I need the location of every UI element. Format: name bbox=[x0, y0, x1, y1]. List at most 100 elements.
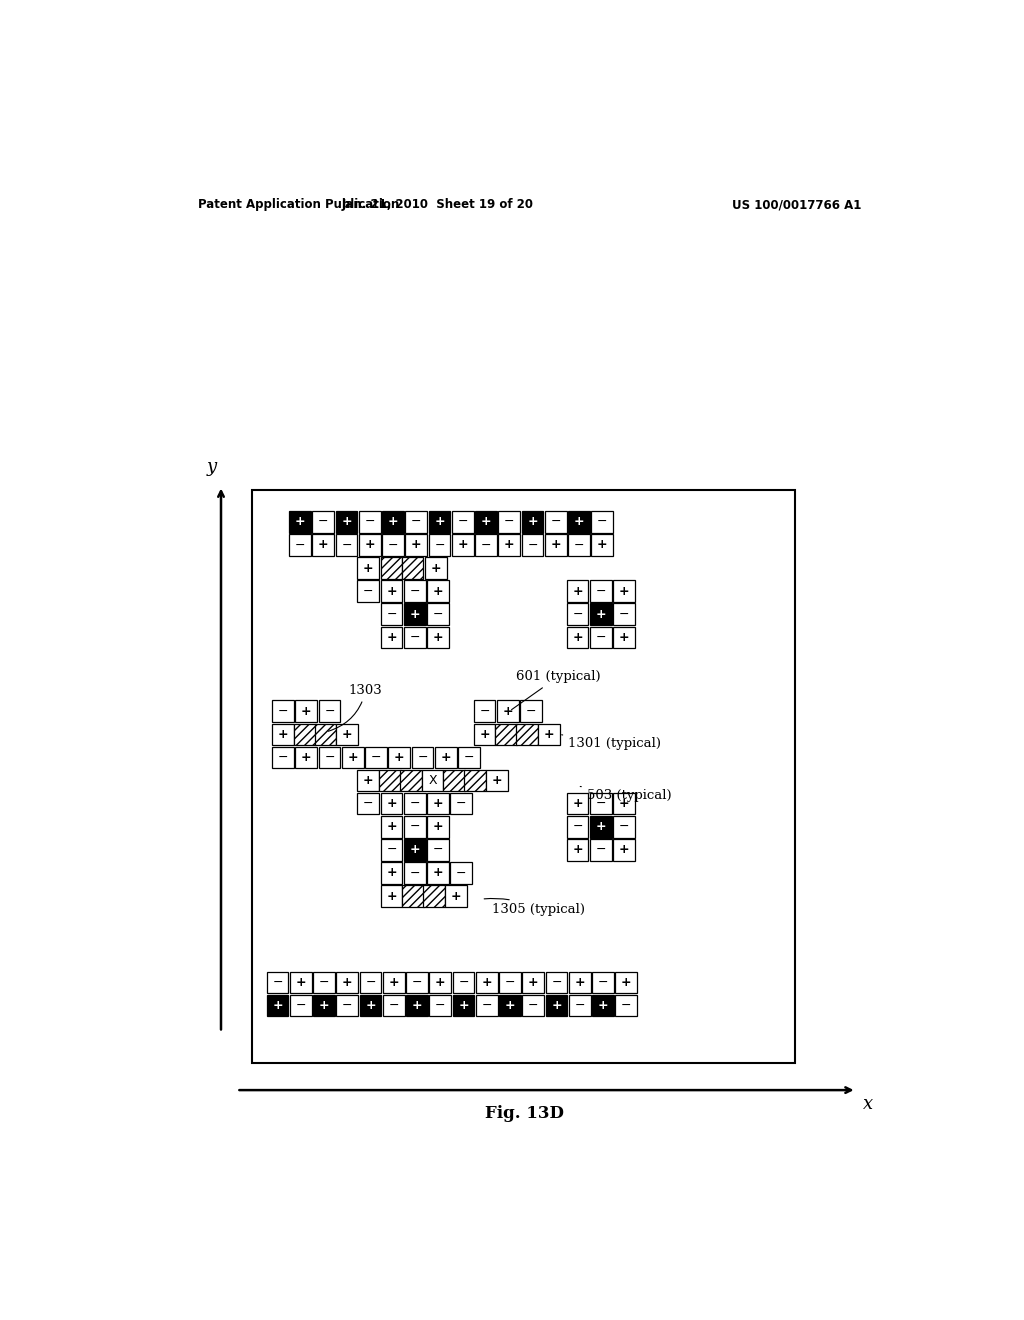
Bar bbox=[569, 995, 591, 1016]
Text: −: − bbox=[411, 515, 422, 528]
Text: −: − bbox=[318, 515, 329, 528]
Bar bbox=[435, 747, 457, 768]
Text: Fig. 13D: Fig. 13D bbox=[485, 1105, 564, 1122]
Text: +: + bbox=[458, 539, 468, 552]
Bar bbox=[427, 603, 449, 626]
Text: −: − bbox=[572, 820, 583, 833]
Text: −: − bbox=[456, 797, 467, 810]
Bar bbox=[451, 793, 472, 814]
Bar bbox=[388, 747, 410, 768]
Bar bbox=[474, 723, 496, 744]
Text: −: − bbox=[365, 515, 375, 528]
Bar bbox=[272, 723, 294, 744]
Bar bbox=[429, 995, 452, 1016]
Text: −: − bbox=[525, 705, 537, 718]
Text: −: − bbox=[481, 539, 492, 552]
Bar bbox=[590, 603, 611, 626]
Text: −: − bbox=[573, 539, 585, 552]
Bar bbox=[357, 581, 379, 602]
Bar bbox=[451, 862, 472, 884]
Text: +: + bbox=[574, 975, 585, 989]
Text: −: − bbox=[278, 705, 288, 718]
Bar bbox=[500, 972, 521, 993]
Text: −: − bbox=[622, 999, 632, 1012]
Text: +: + bbox=[301, 751, 311, 764]
Text: −: − bbox=[618, 607, 630, 620]
Text: +: + bbox=[440, 751, 451, 764]
Text: −: − bbox=[459, 975, 469, 989]
Text: 503 (typical): 503 (typical) bbox=[581, 787, 672, 803]
Bar bbox=[592, 535, 613, 556]
Bar bbox=[453, 995, 474, 1016]
Bar bbox=[403, 603, 426, 626]
Text: −: − bbox=[596, 843, 606, 857]
Text: +: + bbox=[362, 561, 374, 574]
Text: −: − bbox=[272, 975, 283, 989]
Bar bbox=[590, 793, 611, 814]
Bar bbox=[453, 972, 474, 993]
Bar bbox=[499, 511, 520, 533]
Text: +: + bbox=[388, 515, 398, 528]
Bar bbox=[313, 972, 335, 993]
Text: +: + bbox=[618, 585, 630, 598]
Bar bbox=[443, 770, 465, 792]
Bar bbox=[290, 972, 311, 993]
Bar bbox=[266, 995, 289, 1016]
Bar bbox=[381, 840, 402, 861]
Text: +: + bbox=[433, 797, 443, 810]
Bar bbox=[522, 995, 544, 1016]
Bar bbox=[381, 581, 402, 602]
Text: +: + bbox=[479, 727, 489, 741]
Text: +: + bbox=[598, 999, 608, 1012]
Text: −: − bbox=[296, 999, 306, 1012]
Bar bbox=[486, 770, 508, 792]
Text: −: − bbox=[362, 797, 374, 810]
Bar bbox=[252, 490, 795, 1063]
Bar bbox=[613, 793, 635, 814]
Bar bbox=[613, 840, 635, 861]
Text: +: + bbox=[492, 774, 502, 787]
Text: −: − bbox=[410, 797, 420, 810]
Bar bbox=[538, 723, 560, 744]
Bar bbox=[592, 511, 613, 533]
Bar bbox=[403, 816, 426, 838]
Text: +: + bbox=[386, 631, 397, 644]
Text: −: − bbox=[551, 975, 562, 989]
Text: −: − bbox=[295, 539, 305, 552]
Bar bbox=[290, 995, 311, 1016]
Text: +: + bbox=[618, 797, 630, 810]
Bar bbox=[427, 862, 449, 884]
Bar bbox=[403, 581, 426, 602]
Bar bbox=[458, 747, 480, 768]
Text: −: − bbox=[618, 820, 630, 833]
Bar bbox=[464, 770, 486, 792]
Text: −: − bbox=[388, 539, 398, 552]
Text: y: y bbox=[207, 458, 217, 475]
Text: +: + bbox=[504, 539, 515, 552]
Bar bbox=[381, 793, 402, 814]
Bar bbox=[546, 972, 567, 993]
Text: +: + bbox=[503, 705, 513, 718]
Text: +: + bbox=[433, 820, 443, 833]
Bar bbox=[272, 701, 294, 722]
Text: −: − bbox=[505, 975, 515, 989]
Bar bbox=[383, 972, 404, 993]
Text: −: − bbox=[412, 975, 422, 989]
Bar bbox=[445, 886, 467, 907]
Text: +: + bbox=[386, 890, 397, 903]
Bar bbox=[474, 701, 496, 722]
Bar bbox=[272, 747, 294, 768]
Bar bbox=[314, 723, 337, 744]
Text: +: + bbox=[296, 975, 306, 989]
Bar bbox=[452, 511, 474, 533]
Text: −: − bbox=[528, 999, 539, 1012]
Bar bbox=[400, 770, 422, 792]
Bar bbox=[499, 535, 520, 556]
Bar bbox=[516, 723, 538, 744]
Bar bbox=[566, 603, 589, 626]
Text: +: + bbox=[572, 585, 583, 598]
Text: +: + bbox=[528, 975, 539, 989]
Text: −: − bbox=[574, 999, 585, 1012]
Bar bbox=[592, 972, 614, 993]
Bar bbox=[382, 535, 403, 556]
